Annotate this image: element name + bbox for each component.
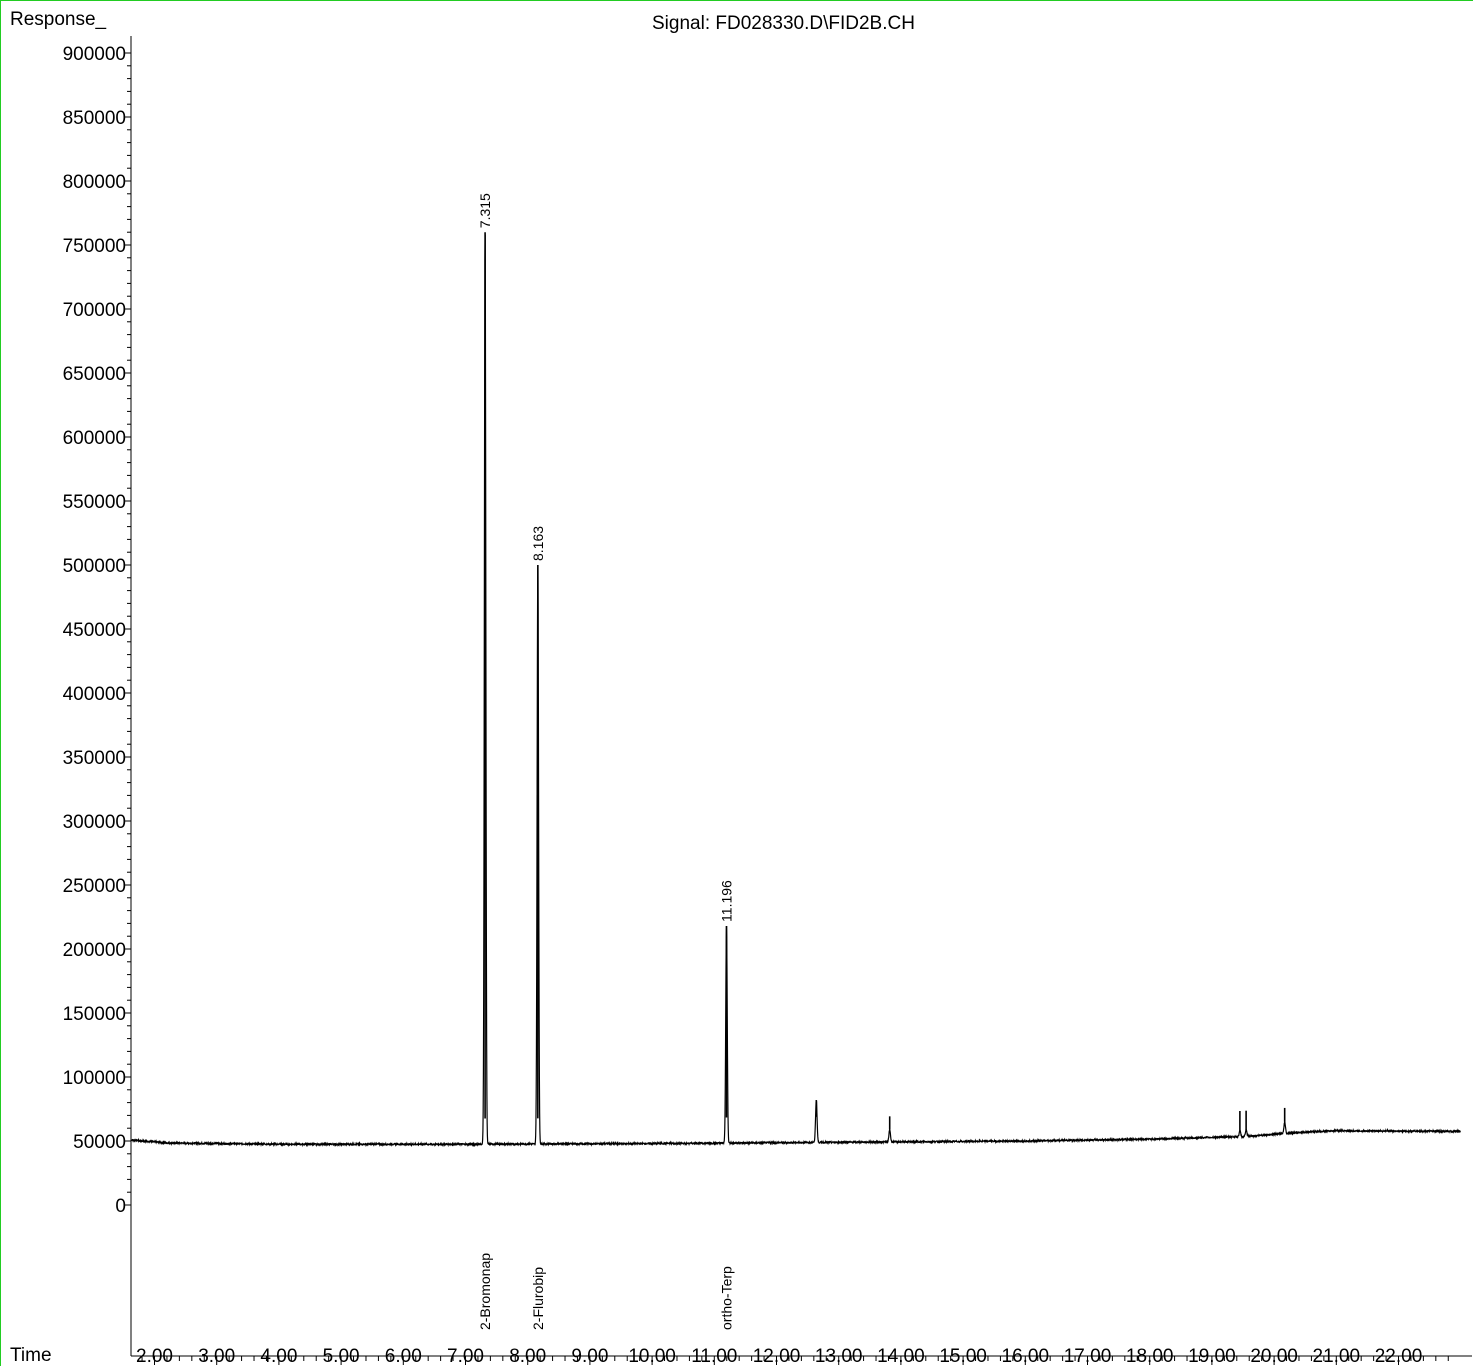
y-tick-label: 700000 xyxy=(63,300,126,321)
y-axis-label: Response_ xyxy=(10,9,107,30)
x-tick-label: 18.00 xyxy=(1126,1346,1174,1366)
peak-rt-label: 8.163 xyxy=(530,526,546,561)
x-tick-label: 17.00 xyxy=(1064,1346,1112,1366)
x-tick-label: 19.00 xyxy=(1188,1346,1236,1366)
x-tick-label: 5.00 xyxy=(323,1346,360,1366)
x-axis-label: Time xyxy=(10,1345,52,1366)
y-tick-label: 800000 xyxy=(63,172,126,193)
x-tick-label: 13.00 xyxy=(815,1346,863,1366)
x-tick-label: 14.00 xyxy=(877,1346,925,1366)
y-tick-label: 200000 xyxy=(63,940,126,961)
x-tick-label: 3.00 xyxy=(198,1346,235,1366)
x-tick-label: 22.00 xyxy=(1375,1346,1423,1366)
peak-rt-label: 11.196 xyxy=(718,880,734,922)
y-tick-label: 300000 xyxy=(63,812,126,833)
y-tick-label: 600000 xyxy=(63,428,126,449)
y-tick-label: 450000 xyxy=(63,620,126,641)
y-tick-label: 350000 xyxy=(63,748,126,769)
peak-rt-label: 7.315 xyxy=(477,193,493,228)
y-tick-label: 500000 xyxy=(63,556,126,577)
x-tick-label: 6.00 xyxy=(385,1346,422,1366)
x-tick-label: 8.00 xyxy=(509,1346,546,1366)
x-tick-label: 10.00 xyxy=(628,1346,676,1366)
y-tick-label: 50000 xyxy=(73,1132,126,1153)
x-tick-label: 11.00 xyxy=(691,1346,737,1366)
y-tick-label: 850000 xyxy=(63,108,126,129)
y-tick-label: 900000 xyxy=(63,44,126,65)
peak-compound-label: ortho-Terp xyxy=(718,1266,734,1330)
x-tick-label: 21.00 xyxy=(1313,1346,1361,1366)
y-tick-label: 750000 xyxy=(63,236,126,257)
x-tick-label: 16.00 xyxy=(1002,1346,1050,1366)
x-tick-label: 9.00 xyxy=(571,1346,608,1366)
peak-compound-label: 2-Flurobip xyxy=(530,1267,546,1330)
peak-compound-label: 2-Bromonap xyxy=(477,1253,493,1330)
y-tick-label: 250000 xyxy=(63,876,126,897)
x-tick-label: 12.00 xyxy=(753,1346,801,1366)
signal-trace xyxy=(130,234,1461,1148)
x-tick-label: 2.00 xyxy=(136,1346,173,1366)
y-tick-label: 100000 xyxy=(63,1068,126,1089)
y-tick-label: 400000 xyxy=(63,684,126,705)
y-tick-label: 550000 xyxy=(63,492,126,513)
chart-title: Signal: FD028330.D\FID2B.CH xyxy=(652,13,915,34)
x-tick-label: 20.00 xyxy=(1250,1346,1298,1366)
x-tick-label: 7.00 xyxy=(447,1346,484,1366)
x-tick-label: 4.00 xyxy=(260,1346,297,1366)
x-tick-label: 15.00 xyxy=(939,1346,987,1366)
y-tick-label: 0 xyxy=(115,1196,126,1217)
y-tick-label: 650000 xyxy=(63,364,126,385)
y-tick-label: 150000 xyxy=(63,1004,126,1025)
